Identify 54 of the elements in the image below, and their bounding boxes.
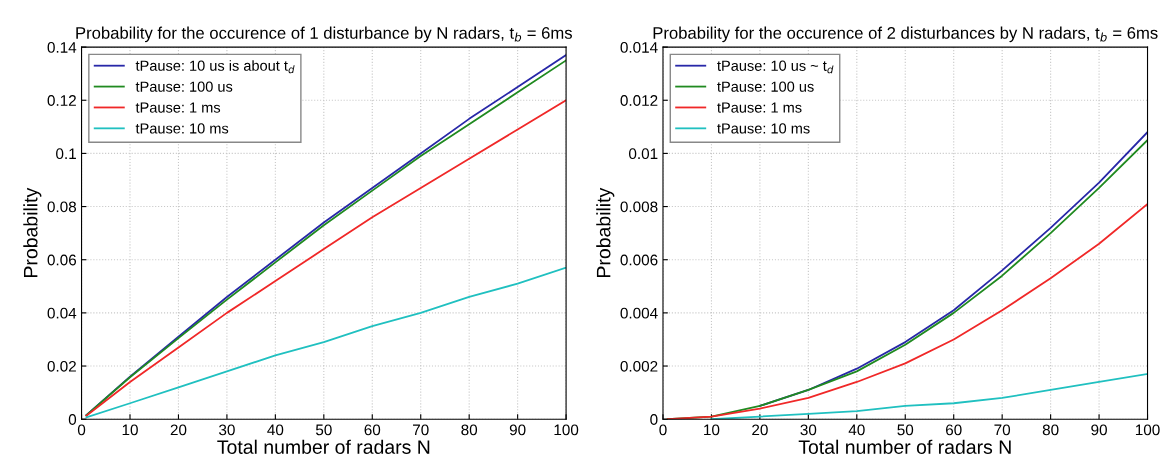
y-tick-label: 0.006 — [620, 254, 658, 266]
x-tick-label: 90 — [1091, 424, 1107, 436]
x-tick-label: 20 — [170, 424, 187, 436]
y-tick-label: 0.002 — [620, 360, 658, 372]
chart-title: Probability for the occurence of 1 disturbance by N radars, t$_{b}$ = 6ms — [76, 26, 572, 43]
y-tick-label: 0.04 — [47, 307, 77, 319]
line-series — [85, 266, 567, 419]
x-tick-label: 0 — [659, 424, 667, 436]
x-tick-label: 50 — [897, 424, 914, 436]
x-tick-label: 40 — [267, 424, 284, 436]
legend-label: tPause: 10 us is about t$_{d}$ — [135, 60, 295, 74]
y-tick-label: 0.012 — [620, 95, 658, 106]
line-series — [710, 373, 1148, 420]
y-tick-label: 0.01 — [628, 148, 658, 160]
legend-label: tPause: 10 ms — [717, 123, 810, 134]
legend-label: tPause: 100 us — [135, 81, 233, 92]
x-tick-label: 70 — [994, 424, 1011, 436]
x-axis-title: Total number of radars N — [217, 439, 430, 454]
y-axis-title: Probability — [23, 187, 42, 277]
x-tick-label: 30 — [219, 424, 235, 436]
legend-label: tPause: 1 ms — [717, 102, 802, 113]
y-tick-label: 0 — [68, 414, 77, 425]
y-tick-label: 0.1 — [56, 148, 76, 160]
x-tick-label: 10 — [122, 424, 138, 436]
x-tick-label: 100 — [1135, 424, 1160, 436]
x-tick-label: 80 — [461, 424, 478, 436]
y-axis-title: Probability — [596, 187, 615, 277]
x-tick-label: 100 — [554, 424, 579, 436]
legend-label: tPause: 100 us — [717, 81, 814, 92]
y-tick-label: 0.008 — [620, 201, 658, 213]
x-tick-label: 30 — [800, 424, 817, 436]
chart-title: Probability for the occurence of 2 disturbances by N radars, t$_{b}$ = 6ms — [653, 26, 1158, 43]
y-tick-label: 0.08 — [47, 201, 77, 213]
y-tick-label: 0.004 — [620, 307, 658, 319]
x-tick-label: 10 — [704, 424, 720, 436]
y-tick-label: 0.14 — [47, 41, 77, 53]
y-tick-label: 0.014 — [620, 41, 658, 53]
x-tick-label: 70 — [413, 424, 429, 436]
y-tick-label: 0.02 — [47, 360, 76, 372]
y-tick-label: 0.12 — [47, 95, 76, 106]
x-tick-label: 50 — [315, 424, 332, 436]
y-tick-label: 0 — [650, 414, 658, 425]
x-tick-label: 0 — [77, 424, 86, 436]
legend-label: tPause: 1 ms — [135, 102, 221, 113]
y-tick-label: 0.06 — [47, 254, 77, 266]
x-tick-label: 80 — [1042, 424, 1059, 436]
x-tick-label: 90 — [509, 424, 526, 436]
x-tick-label: 60 — [364, 424, 381, 436]
legend-label: tPause: 10 us ~ t$_{d}$ — [717, 60, 834, 74]
x-axis-title: Total number of radars N — [798, 439, 1011, 454]
legend-label: tPause: 10 ms — [135, 123, 229, 134]
x-tick-label: 40 — [848, 424, 865, 436]
x-tick-label: 60 — [945, 424, 962, 436]
x-tick-label: 20 — [752, 424, 768, 436]
